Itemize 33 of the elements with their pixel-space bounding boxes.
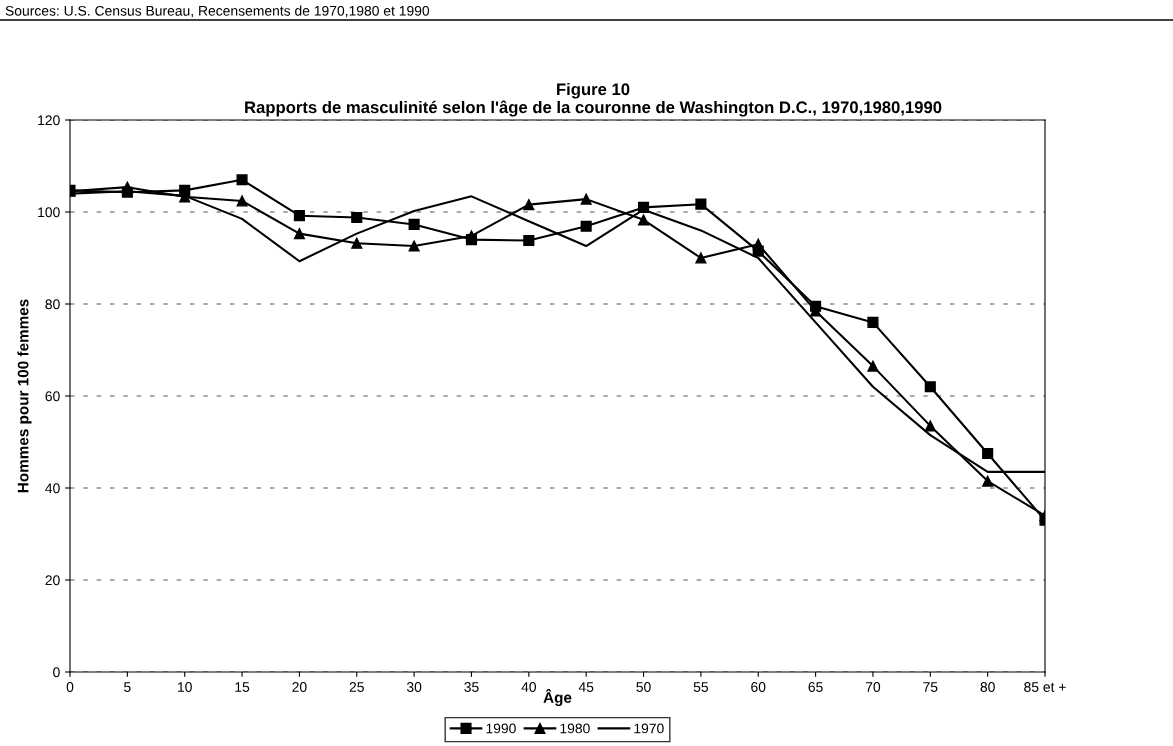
x-tick-label: 55 — [693, 682, 709, 692]
x-tick-label: 60 — [751, 682, 766, 692]
x-tick-label: 0 — [66, 682, 74, 692]
legend-label: 1970 — [634, 723, 664, 734]
y-tick-label: 80 — [45, 299, 60, 310]
legend-label: 1980 — [560, 723, 590, 734]
y-tick-label: 40 — [45, 483, 60, 494]
x-axis-title: Âge — [543, 689, 572, 707]
chart-subtitle: Rapports de masculinité selon l'âge de la couronne de Washington D.C., 1970,1980,1990 — [245, 100, 942, 117]
y-axis-title: Hommes pour 100 femmes — [17, 299, 32, 493]
legend-label: 1990 — [486, 723, 516, 734]
x-tick-label: 5 — [124, 682, 131, 692]
x-tick-label: 15 — [235, 682, 250, 692]
x-tick-label: 75 — [923, 682, 938, 692]
source-note: Sources: U.S. Census Bureau, Recensements de 1970,1980 et 1990 — [5, 5, 430, 18]
y-tick-label: 60 — [45, 391, 60, 402]
x-tick-label: 70 — [865, 682, 881, 692]
x-tick-label: 10 — [178, 682, 192, 692]
x-tick-label: 40 — [521, 682, 537, 692]
chart-title: Figure 10 — [557, 82, 630, 99]
x-tick-label: 30 — [406, 682, 422, 692]
x-tick-label: 20 — [292, 682, 307, 692]
y-tick-label: 20 — [45, 575, 60, 586]
x-tick-label: 65 — [808, 682, 823, 692]
x-tick-label: 80 — [980, 682, 995, 692]
x-tick-label: 25 — [349, 682, 364, 692]
x-tick-label: 45 — [578, 682, 594, 692]
y-tick-label: 100 — [38, 207, 60, 218]
x-tick-label: 50 — [636, 682, 651, 692]
y-tick-label: 0 — [53, 667, 60, 678]
x-tick-label: 85 et + — [1024, 682, 1066, 692]
y-tick-label: 120 — [38, 115, 60, 126]
x-tick-label: 35 — [464, 682, 479, 692]
